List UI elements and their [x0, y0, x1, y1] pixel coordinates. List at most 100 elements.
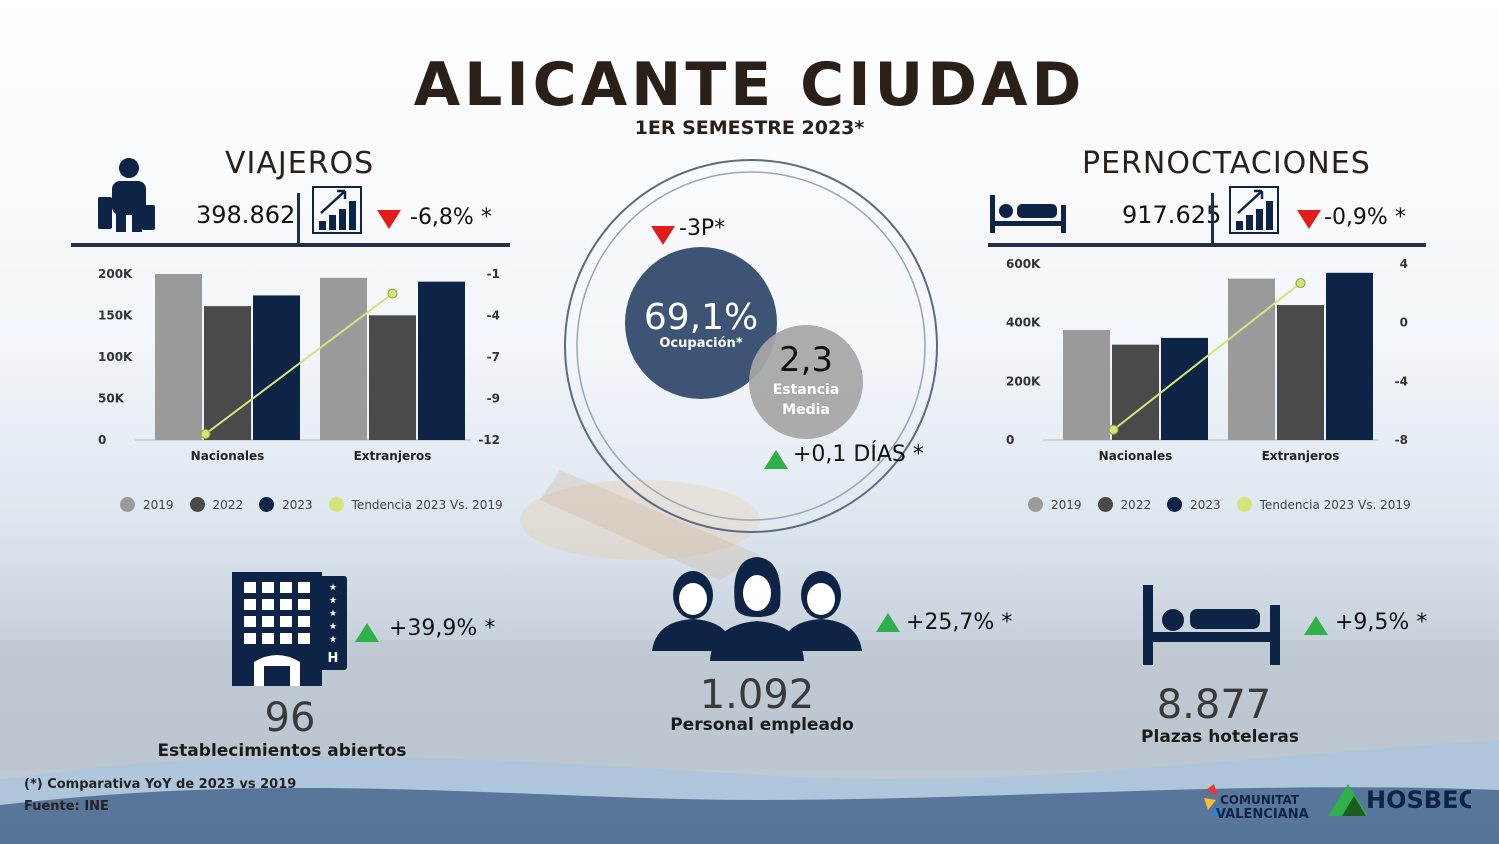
- legend-swatch-trend: [328, 497, 344, 512]
- svg-text:★: ★: [329, 583, 337, 593]
- legend-swatch-2022: [1097, 497, 1113, 512]
- bed-icon: [990, 195, 1066, 233]
- down-arrow-icon: [1297, 210, 1321, 229]
- footer-source: Fuente: INE: [24, 799, 109, 814]
- bar-2022-extranjeros: [1277, 305, 1324, 440]
- y-tick-label: 100K: [98, 350, 133, 364]
- cv-logo-line1: COMUNITAT: [1220, 793, 1300, 807]
- legend-label-2022: 2022: [212, 497, 244, 512]
- estancia-circle: [749, 325, 863, 439]
- y-tick-label: 200K: [98, 267, 133, 281]
- personal-value: 1.092: [699, 672, 815, 718]
- ocupacion-value: 69,1%: [643, 297, 759, 338]
- y-tick-label: 200K: [1006, 374, 1041, 388]
- plazas-value: 8.877: [1156, 682, 1272, 728]
- y2-tick-label: -4: [1395, 374, 1408, 388]
- y2-tick-label: -12: [478, 433, 500, 447]
- plazas-label: Plazas hoteleras: [1141, 727, 1299, 747]
- y-tick-label: 600K: [1006, 257, 1041, 271]
- viajeros-legend: 2019 2022 2023 Tendencia 2023 Vs. 2019: [120, 497, 503, 512]
- trend-line: [1112, 282, 1302, 431]
- down-arrow-icon: [377, 210, 401, 229]
- x-category-label: Extranjeros: [354, 449, 432, 463]
- bar-2019-extranjeros: [320, 277, 367, 440]
- viajeros-title: VIAJEROS: [225, 146, 375, 181]
- pernoctaciones-value: 917.625: [1122, 201, 1222, 229]
- x-category-label: Nacionales: [191, 449, 265, 463]
- page-title: ALICANTE CIUDAD: [413, 50, 1086, 120]
- y-tick-label: 0: [1006, 433, 1014, 447]
- x-category-label: Nacionales: [1099, 449, 1173, 463]
- down-arrow-icon: [651, 226, 675, 245]
- y2-tick-label: 4: [1400, 257, 1408, 271]
- viajeros-rule: [71, 243, 510, 247]
- trend-line: [204, 292, 394, 435]
- hotel-building-icon: ★ ★ ★ ★ ★ H: [232, 572, 347, 686]
- page-subtitle: 1ER SEMESTRE 2023*: [634, 117, 865, 139]
- bar-2023-extranjeros: [1326, 272, 1373, 440]
- cv-logo-line2: VALENCIANA: [1216, 807, 1309, 822]
- growth-chart-icon: [1229, 186, 1279, 234]
- bar-2019-extranjeros: [1228, 278, 1275, 440]
- legend-swatch-2019: [120, 497, 135, 512]
- up-arrow-icon: [764, 450, 788, 469]
- footer-note: (*) Comparativa YoY de 2023 vs 2019: [24, 777, 297, 792]
- comunitat-valenciana-logo: COMUNITAT VALENCIANA: [1204, 784, 1309, 822]
- personal-change: +25,7% *: [906, 610, 1013, 635]
- estancia-label-line1: Estancia: [772, 382, 840, 398]
- legend-label-2023: 2023: [282, 497, 313, 512]
- x-category-label: Extranjeros: [1262, 449, 1340, 463]
- up-arrow-icon: [876, 613, 900, 632]
- y2-tick-label: -8: [1395, 433, 1408, 447]
- divider: [297, 193, 300, 243]
- traveler-icon: [98, 158, 155, 232]
- legend-swatch-2023: [259, 497, 275, 512]
- legend-swatch-trend: [1236, 497, 1252, 512]
- hotel-bed-icon: [1143, 585, 1280, 665]
- legend-label-trend: Tendencia 2023 Vs. 2019: [351, 497, 503, 512]
- svg-text:H: H: [328, 651, 339, 666]
- y2-tick-label: 0: [1400, 316, 1408, 330]
- establecimientos-value: 96: [264, 695, 316, 741]
- divider: [1211, 193, 1214, 243]
- bar-2019-nacionales: [155, 274, 202, 440]
- y-tick-label: 400K: [1006, 316, 1041, 330]
- pernoctaciones-rule: [988, 243, 1426, 247]
- ocupacion-label: Ocupación*: [659, 336, 743, 351]
- pernoctaciones-chart: 0 200K 400K 600K -8 -4 0 4 Nacionales Extranjeros: [1006, 257, 1408, 463]
- svg-text:★: ★: [329, 609, 337, 619]
- y-tick-label: 50K: [98, 392, 125, 406]
- trend-point: [200, 428, 211, 439]
- growth-chart-icon: [312, 186, 362, 234]
- estancia-change: +0,1 DÍAS *: [793, 442, 924, 467]
- y2-tick-label: -1: [487, 267, 500, 281]
- legend-label-2022: 2022: [1120, 497, 1152, 512]
- pernoctaciones-legend: 2019 2022 2023 Tendencia 2023 Vs. 2019: [1028, 497, 1411, 512]
- pernoctaciones-title: PERNOCTACIONES: [1082, 146, 1371, 181]
- trend-point: [387, 288, 398, 299]
- legend-label-2023: 2023: [1190, 497, 1221, 512]
- y2-tick-label: -9: [487, 392, 500, 406]
- bar-2019-nacionales: [1063, 330, 1110, 440]
- pernoctaciones-change: -0,9% *: [1324, 205, 1406, 230]
- bar-2023-nacionales: [1161, 337, 1208, 440]
- bar-2022-extranjeros: [369, 315, 416, 440]
- ocupacion-change: -3P*: [679, 216, 726, 241]
- personal-label: Personal empleado: [670, 715, 854, 735]
- bar-2023-extranjeros: [418, 281, 465, 440]
- legend-swatch-2019: [1028, 497, 1043, 512]
- viajeros-value: 398.862: [196, 201, 296, 229]
- y-tick-label: 150K: [98, 309, 133, 323]
- up-arrow-icon: [355, 623, 379, 642]
- legend-swatch-2022: [189, 497, 205, 512]
- hosbec-logo: HOSBEC: [1328, 784, 1471, 816]
- staff-people-icon: [652, 557, 862, 661]
- plazas-change: +9,5% *: [1335, 610, 1428, 635]
- viajeros-change: -6,8% *: [410, 205, 492, 230]
- legend-label-2019: 2019: [143, 497, 174, 512]
- legend-label-2019: 2019: [1051, 497, 1082, 512]
- bar-2022-nacionales: [204, 306, 251, 440]
- trend-point: [1108, 424, 1119, 435]
- svg-text:★: ★: [329, 622, 337, 632]
